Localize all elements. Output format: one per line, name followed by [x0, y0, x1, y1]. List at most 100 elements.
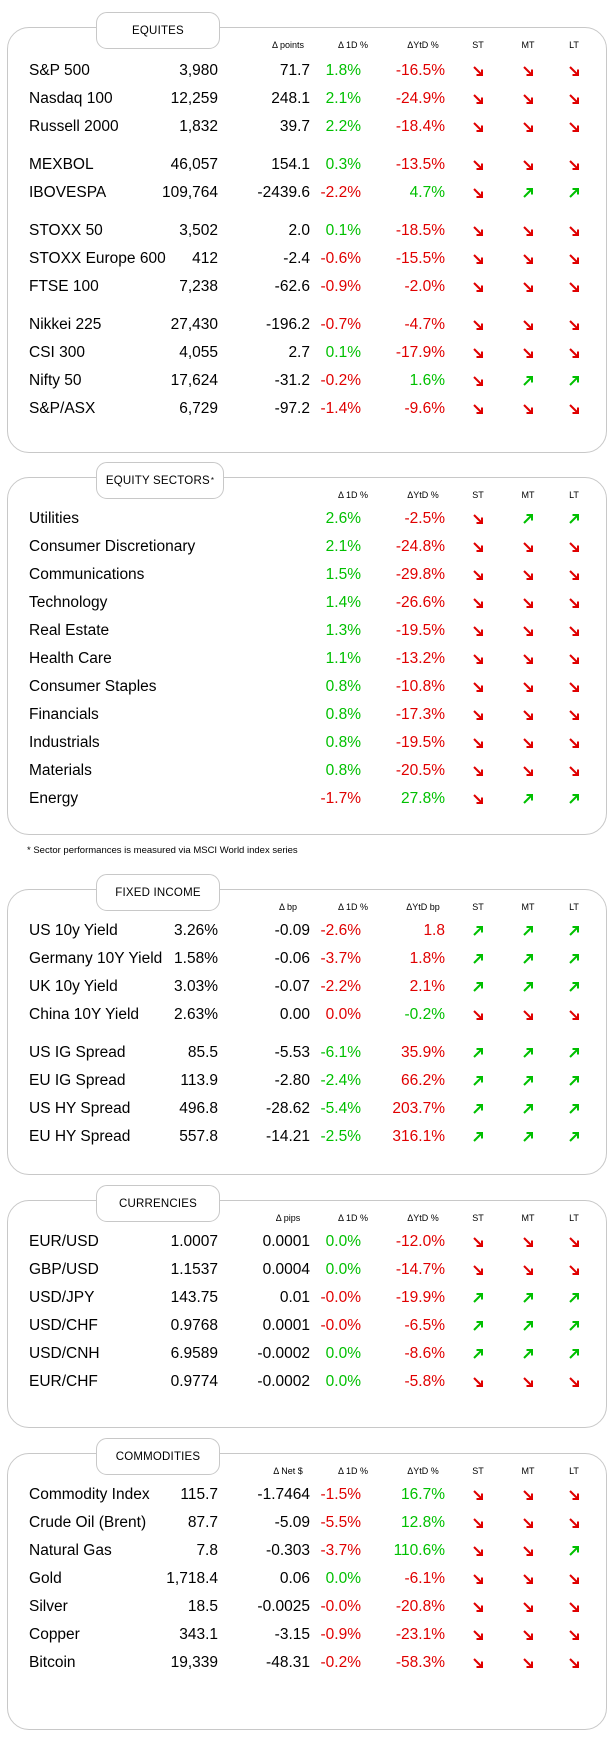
table-row: Consumer Discretionary 2.1% -24.8% — [8, 533, 608, 561]
lt-trend-arrow-down-icon — [564, 395, 584, 423]
arrow-up-icon — [569, 925, 579, 936]
row-1d-pct: 1.8% — [325, 62, 361, 79]
st-trend-arrow-down-icon — [468, 179, 488, 207]
row-change: 39.7 — [279, 118, 310, 135]
panel-title: CURRENCIES — [96, 1185, 220, 1222]
table-row: GBP/USD 1.1537 0.0004 0.0% -14.7% — [8, 1256, 608, 1284]
header-lt: LT — [569, 1466, 579, 1476]
panel-title: COMMODITIES — [96, 1438, 220, 1475]
arrow-down-icon — [473, 654, 483, 664]
st-trend-arrow-down-icon — [468, 1509, 488, 1537]
mt-trend-arrow-down-icon — [518, 1565, 538, 1593]
table-row: US HY Spread 496.8 -28.62 -5.4% 203.7% — [8, 1095, 608, 1123]
row-label: Utilities — [29, 510, 79, 527]
arrow-down-icon — [569, 320, 579, 330]
row-ytd: -19.9% — [395, 1289, 445, 1306]
row-ytd: 1.8% — [409, 950, 445, 967]
arrow-up-icon — [473, 1047, 483, 1058]
row-value: 27,430 — [170, 316, 218, 333]
row-label: FTSE 100 — [29, 278, 99, 295]
row-ytd: -10.8% — [395, 678, 445, 695]
row-1d-pct: -0.0% — [320, 1289, 362, 1306]
row-ytd: -0.2% — [404, 1006, 446, 1023]
st-trend-arrow-down-icon — [468, 729, 488, 757]
row-change: 0.0004 — [262, 1261, 310, 1278]
header-ytd: ΔYtD % — [407, 40, 439, 50]
row-change: -28.62 — [266, 1100, 310, 1117]
row-1d-pct: -2.5% — [320, 1128, 362, 1145]
mt-trend-arrow-down-icon — [518, 673, 538, 701]
table-row: Communications 1.5% -29.8% — [8, 561, 608, 589]
table-row: Natural Gas 7.8 -0.303 -3.7% 110.6% — [8, 1537, 608, 1565]
arrow-down-icon — [473, 282, 483, 292]
row-ytd: -14.7% — [395, 1261, 445, 1278]
row-ytd: 2.1% — [409, 978, 445, 995]
row-value: 412 — [192, 250, 218, 267]
table-row: US 10y Yield 3.26% -0.09 -2.6% 1.8 — [8, 917, 608, 945]
row-label: US IG Spread — [29, 1044, 126, 1061]
mt-trend-arrow-down-icon — [518, 1621, 538, 1649]
header-1d: Δ 1D % — [337, 40, 369, 50]
row-change: -0.303 — [266, 1542, 310, 1559]
arrow-down-icon — [473, 1490, 483, 1500]
arrow-up-icon — [473, 953, 483, 964]
st-trend-arrow-down-icon — [468, 1481, 488, 1509]
table-row: IBOVESPA 109,764 -2439.6 -2.2% 4.7% — [8, 179, 608, 207]
row-change: -14.21 — [266, 1128, 310, 1145]
mt-trend-arrow-down-icon — [518, 395, 538, 423]
header-lt: LT — [569, 40, 579, 50]
arrow-down-icon — [523, 1574, 533, 1584]
row-change: 0.01 — [279, 1289, 310, 1306]
row-ytd: -29.8% — [395, 566, 445, 583]
panel-title-text: EQUITY SECTORS — [105, 474, 210, 487]
st-trend-arrow-up-icon — [468, 1067, 488, 1095]
table-row: Nasdaq 100 12,259 248.1 2.1% -24.9% — [8, 85, 608, 113]
table-row: EUR/CHF 0.9774 -0.0002 0.0% -5.8% — [8, 1368, 608, 1396]
row-1d-pct: -6.1% — [320, 1044, 362, 1061]
st-trend-arrow-down-icon — [468, 273, 488, 301]
row-ytd: -2.0% — [404, 278, 446, 295]
row-change: -2439.6 — [257, 184, 310, 201]
st-trend-arrow-up-icon — [468, 1123, 488, 1151]
table-row: STOXX Europe 600 412 -2.4 -0.6% -15.5% — [8, 245, 608, 273]
lt-trend-arrow-up-icon — [564, 1340, 584, 1368]
arrow-down-icon — [569, 348, 579, 358]
st-trend-arrow-down-icon — [468, 217, 488, 245]
st-trend-arrow-down-icon — [468, 1593, 488, 1621]
row-ytd: -8.6% — [404, 1345, 446, 1362]
row-1d-pct: -2.4% — [320, 1072, 362, 1089]
arrow-up-icon — [523, 793, 533, 804]
row-label: S&P/ASX — [29, 400, 96, 417]
row-ytd: -16.5% — [395, 62, 445, 79]
row-change: 0.06 — [279, 1570, 310, 1587]
row-label: STOXX 50 — [29, 222, 103, 239]
row-label: Crude Oil (Brent) — [29, 1514, 147, 1531]
arrow-down-icon — [473, 1010, 483, 1020]
arrow-down-icon — [569, 404, 579, 414]
mt-trend-arrow-down-icon — [518, 617, 538, 645]
arrow-down-icon — [523, 1546, 533, 1556]
header-1d: Δ 1D % — [337, 490, 369, 500]
table-row: FTSE 100 7,238 -62.6 -0.9% -2.0% — [8, 273, 608, 301]
row-label: IBOVESPA — [29, 184, 107, 201]
title-footnote-mark: * — [210, 476, 215, 485]
st-trend-arrow-down-icon — [468, 311, 488, 339]
row-value: 113.9 — [180, 1072, 218, 1089]
arrow-down-icon — [569, 226, 579, 236]
st-trend-arrow-up-icon — [468, 1340, 488, 1368]
arrow-down-icon — [569, 1237, 579, 1247]
table-row: Energy -1.7% 27.8% — [8, 785, 608, 813]
lt-trend-arrow-up-icon — [564, 945, 584, 973]
arrow-down-icon — [473, 188, 483, 198]
arrow-down-icon — [523, 626, 533, 636]
arrow-up-icon — [569, 1292, 579, 1303]
header-ytd: ΔYtD % — [407, 490, 439, 500]
row-label: Communications — [29, 566, 145, 583]
arrow-down-icon — [569, 254, 579, 264]
row-1d-pct: 0.0% — [325, 1261, 361, 1278]
arrow-down-icon — [473, 94, 483, 104]
row-label: EUR/USD — [29, 1233, 99, 1250]
lt-trend-arrow-down-icon — [564, 1565, 584, 1593]
arrow-up-icon — [523, 375, 533, 386]
row-1d-pct: 0.0% — [325, 1006, 361, 1023]
